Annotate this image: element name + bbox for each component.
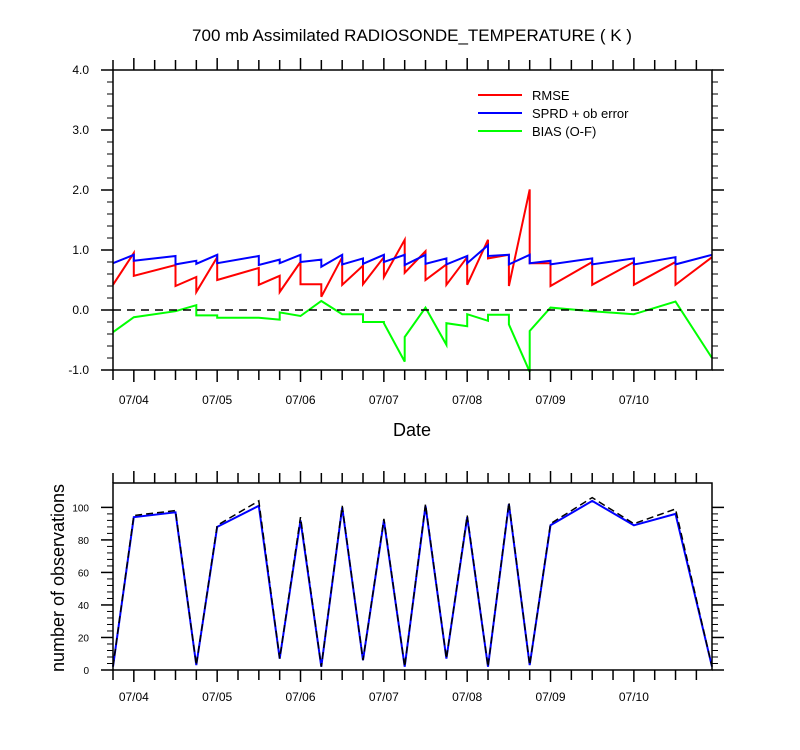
y-tick-label: 0.0 <box>72 303 89 317</box>
x-tick-label: 07/07 <box>369 393 399 407</box>
y-tick-label: 40 <box>78 601 90 612</box>
x-tick-label: 07/07 <box>369 690 399 704</box>
y-tick-label: 0 <box>83 666 89 677</box>
series-line-bias <box>112 299 713 373</box>
legend: RMSE SPRD + ob error BIAS (O-F) <box>478 88 629 139</box>
top-axis-ticks: 07/04 07/05 07/06 07/07 07/08 07/09 07/10 -1.0 0… <box>68 58 724 407</box>
x-tick-label: 07/06 <box>285 393 315 407</box>
x-tick-label: 07/08 <box>452 690 482 704</box>
legend-label-rmse: RMSE <box>532 88 570 103</box>
y-tick-label: 3.0 <box>72 123 89 137</box>
x-tick-label: 07/09 <box>536 393 566 407</box>
y-tick-label: 4.0 <box>72 63 89 77</box>
x-tick-label: 07/10 <box>619 690 649 704</box>
chart-title: 700 mb Assimilated RADIOSONDE_TEMPERATUR… <box>192 26 632 45</box>
x-axis-label: Date <box>393 420 431 440</box>
bottom-panel: 07/04 07/05 07/06 07/07 07/08 07/09 07/10 0 20 40… <box>48 471 724 704</box>
bottom-plot-frame <box>112 482 713 671</box>
y-tick-label: -1.0 <box>68 363 89 377</box>
x-tick-label: 07/04 <box>119 690 149 704</box>
y-tick-label: 80 <box>78 536 90 547</box>
x-tick-label: 07/05 <box>202 690 232 704</box>
y-tick-label: 20 <box>78 633 90 644</box>
y-tick-label: 60 <box>78 568 90 579</box>
y-tick-label: 100 <box>72 503 89 514</box>
series-line-rmse <box>112 189 713 298</box>
x-tick-label: 07/10 <box>619 393 649 407</box>
series-line-spread <box>112 243 713 269</box>
x-tick-label: 07/06 <box>285 690 315 704</box>
series-line-obs-possible <box>112 496 713 667</box>
bottom-axis-ticks: 07/04 07/05 07/06 07/07 07/08 07/09 07/10 0 20 40… <box>72 471 724 704</box>
y-axis-label-observations: number of observations <box>48 484 68 672</box>
x-tick-label: 07/08 <box>452 393 482 407</box>
x-tick-label: 07/09 <box>536 690 566 704</box>
legend-label-bias: BIAS (O-F) <box>532 124 596 139</box>
top-panel: 07/04 07/05 07/06 07/07 07/08 07/09 07/10 -1.0 0… <box>68 58 724 440</box>
series-line-obs-used <box>112 499 713 667</box>
x-tick-label: 07/04 <box>119 393 149 407</box>
bottom-series-group <box>112 496 713 667</box>
top-series-group <box>112 189 713 373</box>
y-tick-label: 1.0 <box>72 243 89 257</box>
y-tick-label: 2.0 <box>72 183 89 197</box>
x-tick-label: 07/05 <box>202 393 232 407</box>
legend-label-spread: SPRD + ob error <box>532 106 629 121</box>
top-plot-frame <box>112 69 713 371</box>
